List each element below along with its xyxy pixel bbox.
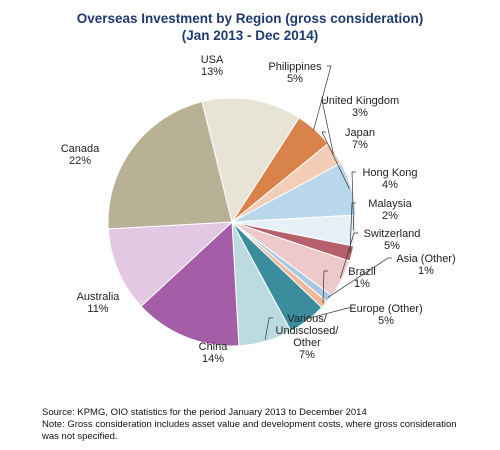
slice-label-australia: Australia 11% xyxy=(77,291,121,315)
pie-slice-china xyxy=(140,220,240,347)
leader-line-philippines xyxy=(312,65,332,132)
slice-label-usa: USA 13% xyxy=(201,54,224,78)
slice-label-various-undisclosed-other: Various/Undisclosed/Other 7% xyxy=(276,313,340,361)
gross-consideration-note: Note: Gross consideration includes asset… xyxy=(42,419,457,442)
slice-percent-switzerland: 5% xyxy=(384,240,400,252)
leader-line-asia-other xyxy=(327,257,392,298)
pie-slice-australia xyxy=(107,221,234,307)
slice-percent-hong-kong: 4% xyxy=(382,179,398,191)
chart-subtitle: (Jan 2013 - Dec 2014) xyxy=(181,28,319,43)
slice-label-japan: Japan 7% xyxy=(345,127,375,151)
slice-percent-united-kingdom: 3% xyxy=(352,107,368,119)
slice-percent-various-undisclosed-other: 7% xyxy=(299,349,315,361)
slice-label-brazil: Brazil 1% xyxy=(348,266,376,290)
slice-percent-brazil: 1% xyxy=(354,278,370,290)
slice-labels: USA 13% Philippines 5% United Kingdom 3% Japan… xyxy=(61,54,456,365)
slice-label-switzerland: Switzerland 5% xyxy=(364,228,421,252)
leader-line-switzerland xyxy=(339,232,358,279)
slice-percent-canada: 22% xyxy=(69,155,91,167)
chart-title: Overseas Investment by Region (gross con… xyxy=(76,11,424,26)
leader-lines xyxy=(264,65,392,340)
leader-line-brazil xyxy=(322,270,328,304)
slice-label-europe-other: Europe (Other) 5% xyxy=(349,303,422,327)
slice-percent-europe-other: 5% xyxy=(378,315,394,327)
slice-label-philippines: Philippines 5% xyxy=(268,61,322,85)
leader-line-united-kingdom xyxy=(321,99,334,155)
leader-line-malaysia xyxy=(349,202,356,254)
slice-percent-australia: 11% xyxy=(87,303,108,315)
slice-percent-japan: 7% xyxy=(352,139,368,151)
leader-line-hong-kong xyxy=(351,171,356,231)
slice-percent-philippines: 5% xyxy=(287,73,303,85)
pie-slice-canada xyxy=(107,101,233,230)
slice-percent-malaysia: 2% xyxy=(382,210,398,222)
slice-label-asia-other: Asia (Other) 1% xyxy=(396,253,455,277)
slice-percent-china: 14% xyxy=(202,353,224,365)
pie-slices xyxy=(107,97,357,347)
source-note: Source: KPMG, OIO statistics for the per… xyxy=(42,407,367,418)
slice-label-china: China 14% xyxy=(199,341,229,365)
leader-line-europe-other xyxy=(306,307,352,320)
slice-label-canada: Canada 22% xyxy=(61,143,100,167)
chart-footnotes: Source: KPMG, OIO statistics for the per… xyxy=(42,407,472,443)
leader-line-japan xyxy=(321,131,350,189)
leader-line-various-undisclosed-other xyxy=(264,317,273,340)
slice-percent-asia-other: 1% xyxy=(418,265,434,277)
chart-title-block: Overseas Investment by Region (gross con… xyxy=(0,10,500,44)
slice-label-united-kingdom: United Kingdom 3% xyxy=(321,95,399,119)
pie-slice-usa xyxy=(201,97,300,224)
slice-percent-usa: 13% xyxy=(201,66,223,78)
slice-label-malaysia: Malaysia 2% xyxy=(368,198,412,222)
slice-label-hong-kong: Hong Kong 4% xyxy=(362,167,417,191)
